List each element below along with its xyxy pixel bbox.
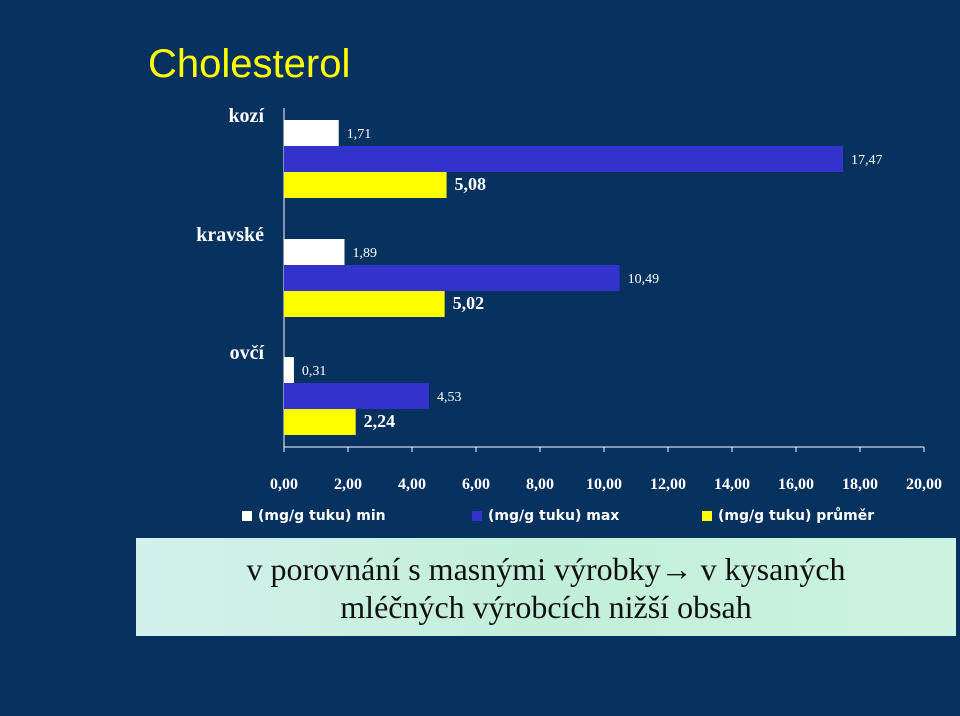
note-line-1-text: v porovnání s masnými výrobky [246, 551, 661, 587]
legend-swatch-min [242, 511, 252, 521]
chart-plot-area: 0,00 2,00 4,00 6,00 8,00 10,00 12,00 14,00 16,00… [196, 105, 942, 493]
x-tick-label: 18,00 [842, 476, 878, 493]
note-line-1: v porovnání s masnými výrobky→ v kysanýc… [136, 538, 956, 588]
data-label: 1,71 [347, 127, 372, 142]
x-tick-label: 2,00 [334, 476, 362, 493]
legend-swatch-max [472, 511, 482, 521]
chart-legend: (mg/g tuku) min (mg/g tuku) max (mg/g tu… [0, 508, 960, 528]
x-tick-label: 4,00 [398, 476, 426, 493]
category-label: kozí [228, 105, 264, 127]
x-tick-label: 14,00 [714, 476, 750, 493]
data-label: 0,31 [302, 364, 327, 379]
data-label: 5,02 [453, 293, 485, 313]
x-tick-label: 16,00 [778, 476, 814, 493]
bar [284, 146, 844, 172]
data-label: 10,49 [628, 272, 660, 287]
bar [284, 265, 620, 291]
slide-title: Cholesterol [148, 42, 351, 86]
category-label: kravské [196, 224, 264, 246]
x-tick-label: 0,00 [270, 476, 298, 493]
legend-swatch-avg [702, 511, 712, 521]
arrow-icon: → [660, 551, 693, 587]
data-label: 4,53 [437, 390, 462, 405]
legend-label-min: (mg/g tuku) min [258, 508, 386, 524]
note-line-1-end: v kysaných [692, 551, 846, 587]
data-label: 1,89 [352, 246, 377, 261]
bar [284, 409, 356, 435]
legend-item-max: (mg/g tuku) max [472, 508, 619, 524]
x-tick-label: 20,00 [906, 476, 942, 493]
x-tick-label: 6,00 [462, 476, 490, 493]
bar [284, 172, 447, 198]
legend-item-min: (mg/g tuku) min [242, 508, 386, 524]
note-line-2: mléčných výrobcích nižší obsah [340, 589, 752, 625]
comparison-note: v porovnání s masnými výrobky→ v kysanýc… [136, 538, 956, 636]
legend-label-avg: (mg/g tuku) průměr [718, 508, 875, 524]
data-label: 5,08 [455, 174, 487, 194]
bar [284, 383, 429, 409]
bar [284, 239, 345, 265]
x-tick-label: 8,00 [526, 476, 554, 493]
bar [284, 357, 294, 383]
x-tick-label: 12,00 [650, 476, 686, 493]
legend-item-avg: (mg/g tuku) průměr [702, 508, 874, 524]
x-tick-label: 10,00 [586, 476, 622, 493]
bar [284, 291, 445, 317]
category-label: ovčí [230, 342, 265, 364]
legend-label-max: (mg/g tuku) max [488, 508, 620, 524]
bar [284, 120, 339, 146]
data-label: 17,47 [851, 153, 883, 168]
data-label: 2,24 [364, 411, 396, 431]
